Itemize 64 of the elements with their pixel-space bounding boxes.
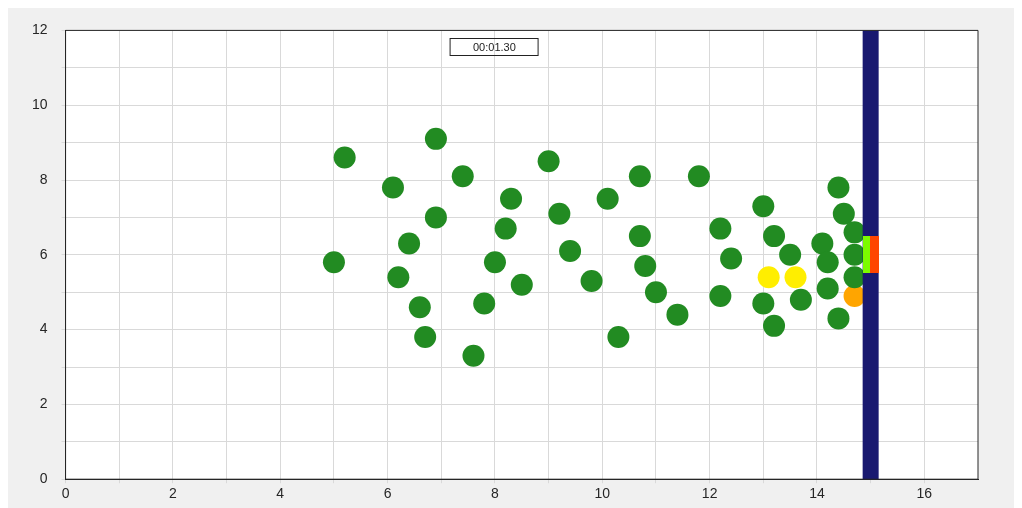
x-tick-label: 12: [701, 485, 718, 502]
point: [510, 273, 533, 296]
x-tick-label: 4: [276, 485, 285, 502]
point: [789, 288, 812, 311]
point: [709, 284, 732, 307]
point: [333, 146, 356, 169]
point: [559, 240, 582, 263]
point: [451, 165, 474, 188]
point: [322, 251, 345, 274]
point: [580, 269, 603, 292]
point: [827, 307, 850, 330]
point: [709, 217, 732, 240]
point: [784, 266, 807, 289]
point: [628, 165, 651, 188]
point: [843, 266, 866, 289]
point: [666, 303, 689, 326]
point: [779, 243, 802, 266]
point: [398, 232, 421, 255]
point: [473, 292, 496, 315]
point: [816, 251, 839, 274]
point: [752, 292, 775, 315]
point: [634, 255, 657, 278]
point: [763, 314, 786, 337]
point: [408, 296, 431, 319]
y-tick-label: 12: [31, 21, 48, 38]
point: [763, 225, 786, 248]
point: [596, 187, 619, 210]
point: [548, 202, 571, 225]
point: [500, 187, 523, 210]
point: [843, 221, 866, 244]
x-tick-label: 0: [61, 485, 70, 502]
point: [462, 344, 485, 367]
point: [537, 150, 560, 173]
point: [628, 225, 651, 248]
x-tick-label: 2: [169, 485, 178, 502]
point: [424, 206, 447, 229]
point: [843, 243, 866, 266]
point: [687, 165, 710, 188]
y-tick-label: 6: [39, 245, 48, 262]
point: [494, 217, 517, 240]
x-tick-label: 14: [809, 485, 825, 502]
point: [811, 232, 834, 255]
point: [827, 176, 850, 199]
point: [387, 266, 410, 289]
y-tick-label: 2: [39, 395, 48, 412]
x-tick-label: 8: [491, 485, 500, 502]
point: [752, 195, 775, 218]
point: [414, 326, 437, 349]
point: [483, 251, 506, 274]
point: [381, 176, 404, 199]
y-tick-label: 0: [39, 470, 48, 487]
point: [607, 326, 630, 349]
point: [832, 202, 855, 225]
point: [424, 127, 447, 150]
y-tick-label: 10: [31, 96, 48, 113]
y-tick-label: 4: [39, 320, 48, 337]
point: [757, 266, 780, 289]
point: [816, 277, 839, 300]
x-tick-label: 10: [594, 485, 611, 502]
point: [720, 247, 743, 270]
x-tick-label: 6: [383, 485, 392, 502]
point: [644, 281, 667, 304]
y-tick-label: 8: [39, 170, 48, 187]
x-tick-label: 16: [916, 485, 933, 502]
